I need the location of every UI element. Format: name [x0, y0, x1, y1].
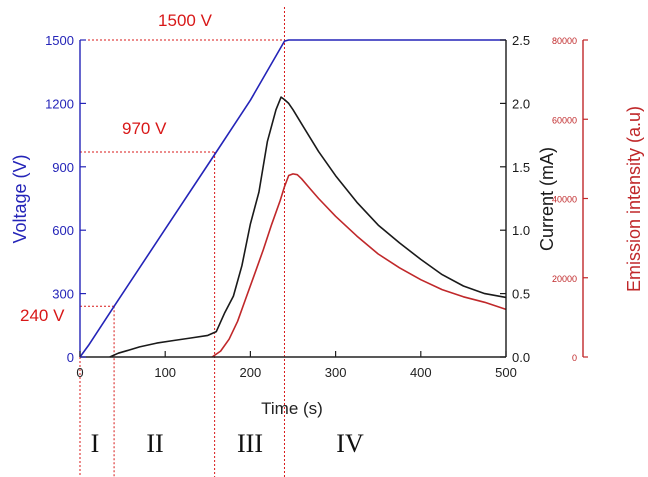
x-tick-label: 300 — [325, 365, 347, 380]
data-series — [79, 39, 507, 358]
x-tick-label: 100 — [154, 365, 176, 380]
voltage-axis-label: Voltage (V) — [10, 154, 30, 243]
current-series-line — [109, 96, 507, 358]
current-tick-label: 1.0 — [512, 223, 530, 238]
emission-series-line — [211, 173, 507, 358]
current-axis-label: Current (mA) — [537, 147, 557, 251]
voltage-annotation-1500: 1500 V — [158, 11, 213, 30]
emission-tick-label: 80000 — [552, 36, 577, 46]
current-tick-label: 2.0 — [512, 96, 530, 111]
emission-tick-label: 60000 — [552, 115, 577, 125]
voltage-tick-label: 600 — [52, 223, 74, 238]
voltage-series-line — [79, 39, 506, 358]
current-tick-label: 2.5 — [512, 33, 530, 48]
voltage-annotation-970: 970 V — [122, 119, 167, 138]
emission-axis-label: Emission intensity (a.u) — [624, 106, 644, 292]
voltage-tick-label: 1200 — [45, 96, 74, 111]
region-label-IV: IV — [336, 429, 364, 458]
emission-tick-label: 20000 — [552, 274, 577, 284]
emission-tick-label: 0 — [572, 353, 577, 363]
region-label-III: III — [237, 429, 263, 458]
x-axis-label: Time (s) — [261, 399, 323, 418]
voltage-tick-label: 1500 — [45, 33, 74, 48]
voltage-annotation-240: 240 V — [20, 306, 65, 325]
x-tick-label: 0 — [76, 365, 83, 380]
voltage-tick-label: 300 — [52, 287, 74, 302]
emission-tick-label: 40000 — [552, 195, 577, 205]
voltage-tick-label: 0 — [67, 350, 74, 365]
region-label-II: II — [146, 429, 163, 458]
x-tick-label: 400 — [410, 365, 432, 380]
voltage-tick-label: 900 — [52, 160, 74, 175]
region-label-I: I — [91, 429, 100, 458]
current-tick-label: 1.5 — [512, 160, 530, 175]
current-tick-label: 0.0 — [512, 350, 530, 365]
axes: 0 100 200 300 400 500 0 300 600 900 1200 1500 0.0 0.5… — [45, 33, 588, 380]
current-tick-label: 0.5 — [512, 287, 530, 302]
x-tick-label: 200 — [240, 365, 262, 380]
guide-lines — [79, 7, 285, 477]
x-tick-label: 500 — [495, 365, 517, 380]
